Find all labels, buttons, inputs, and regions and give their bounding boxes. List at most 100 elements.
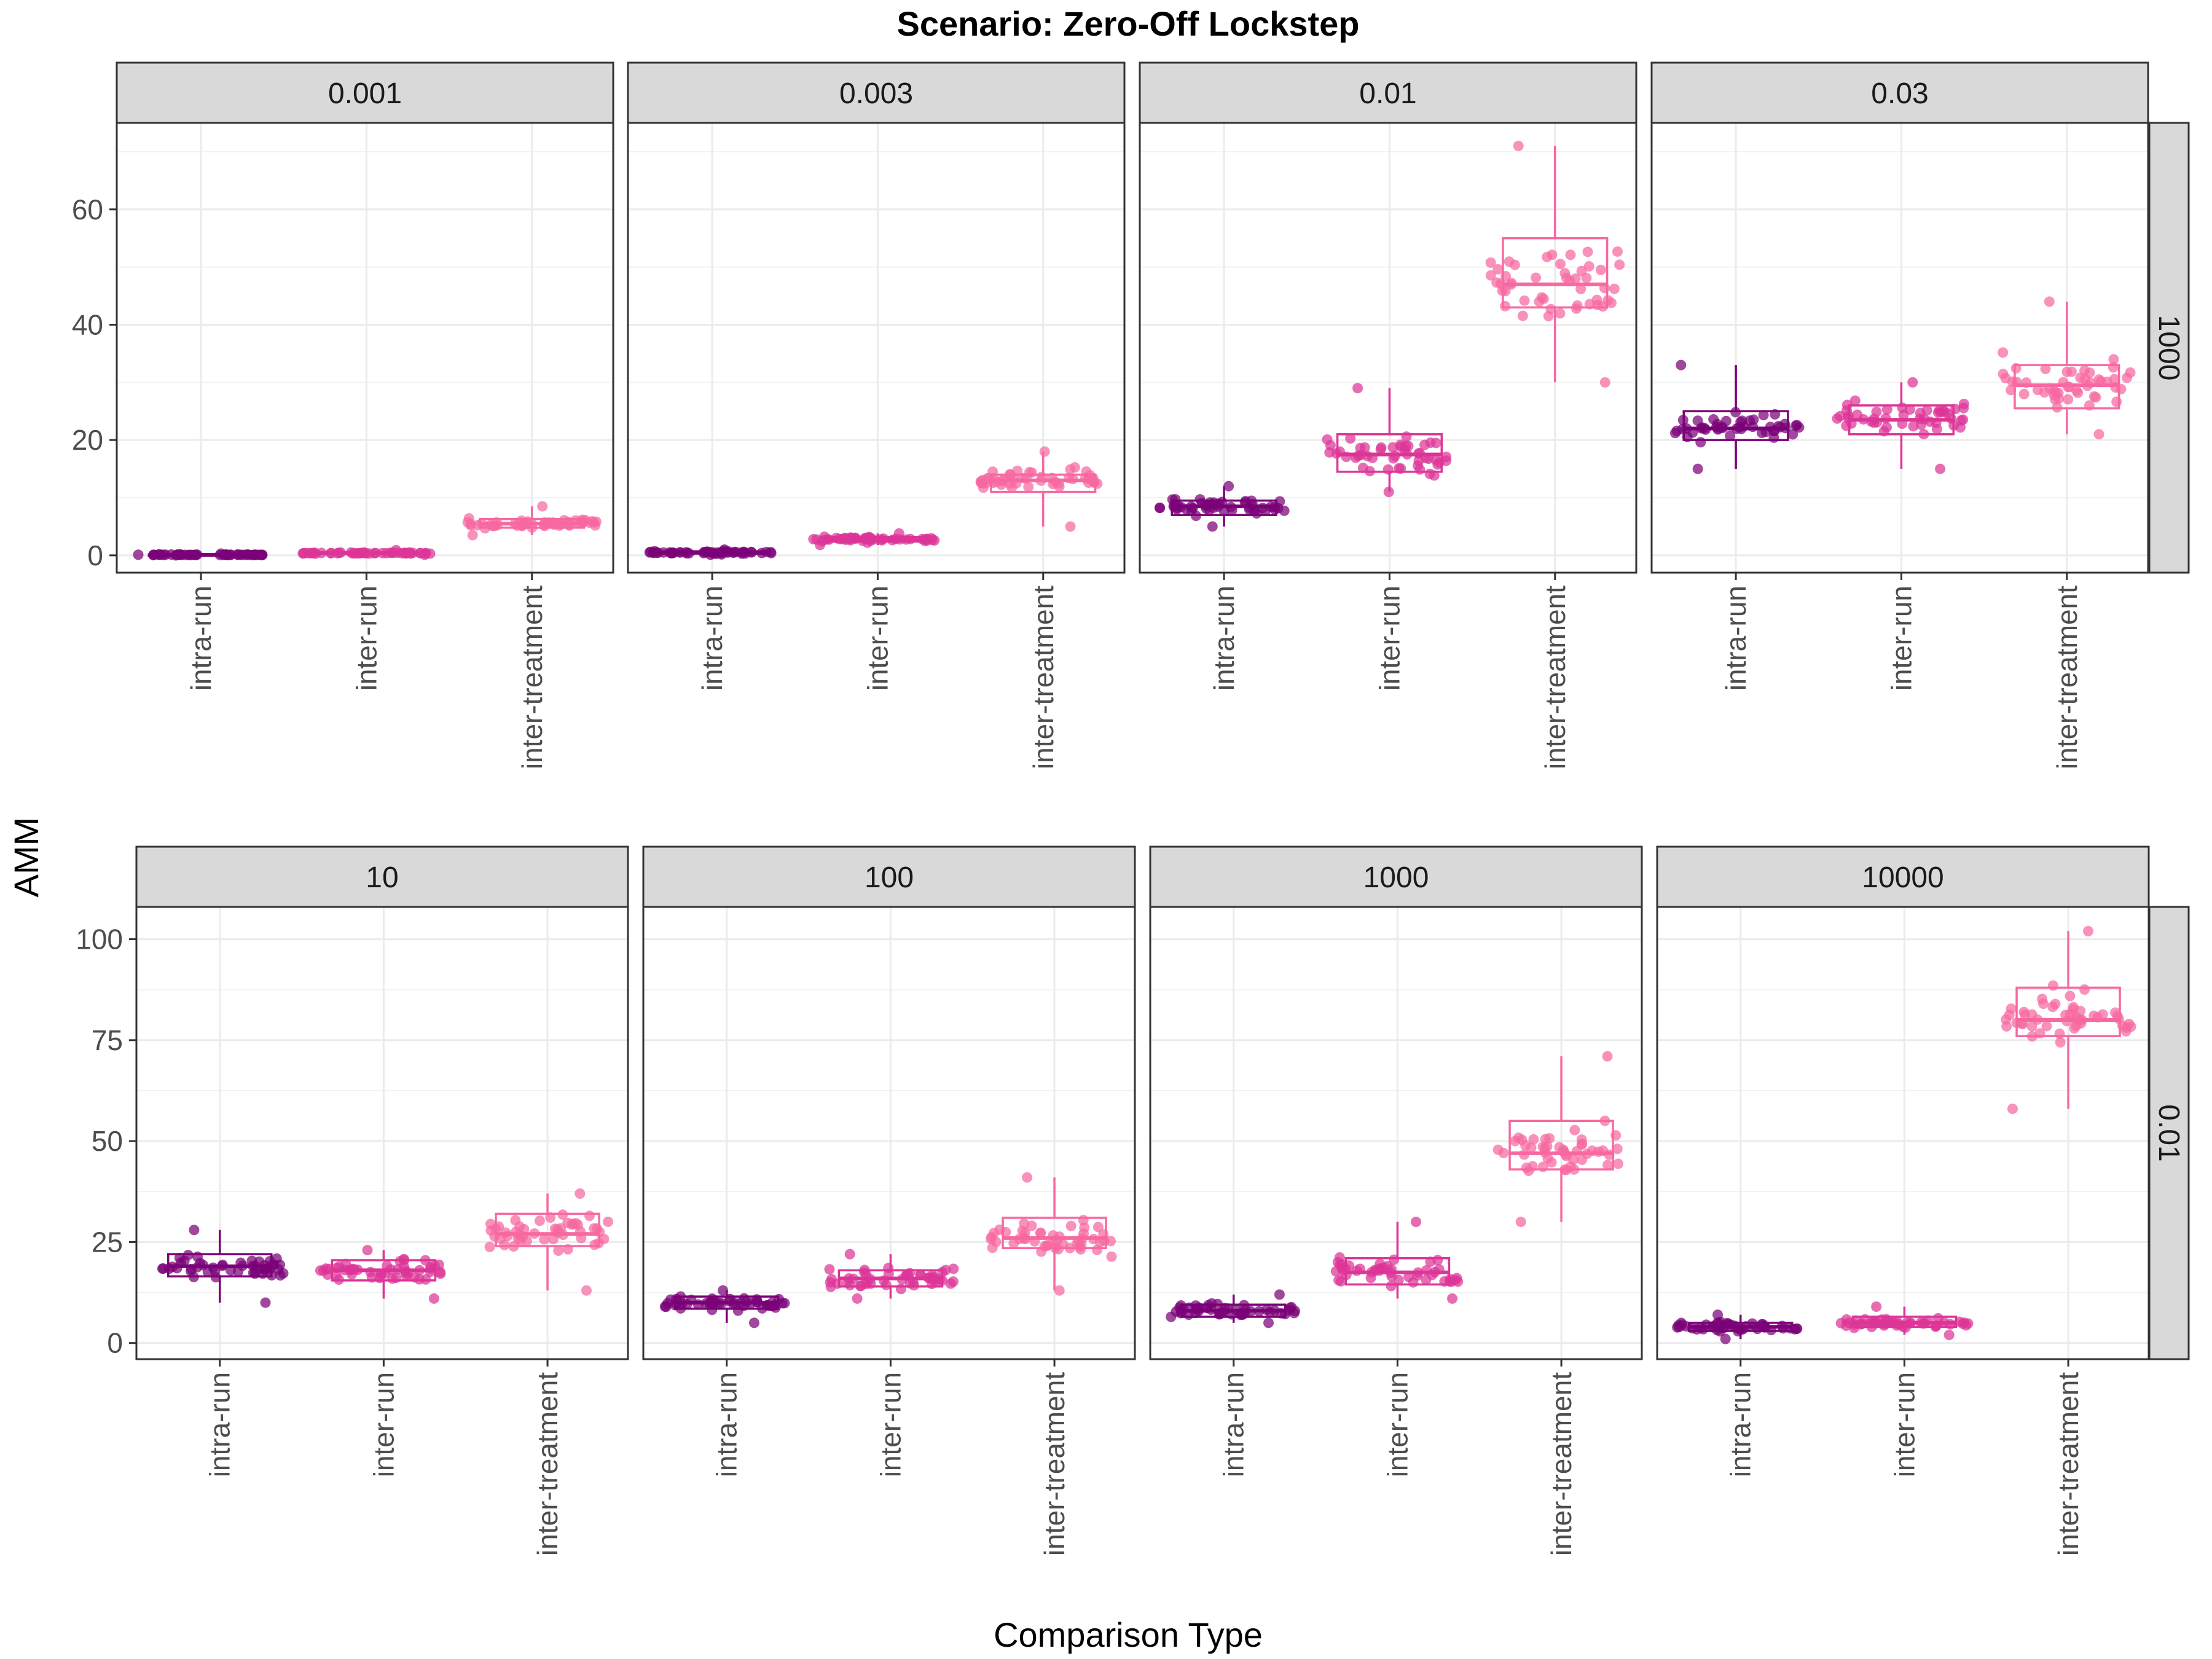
box-inter-treatment: [462, 501, 602, 541]
x-tick-label: inter-run: [350, 586, 382, 691]
data-point: [2018, 388, 2030, 399]
data-point: [1570, 273, 1581, 284]
data-point: [852, 1293, 863, 1304]
data-point: [1559, 1164, 1571, 1175]
data-point: [1849, 1322, 1860, 1333]
data-point: [1383, 487, 1394, 498]
data-point: [1401, 431, 1412, 442]
data-point: [149, 549, 160, 560]
box-intra-run: [1154, 480, 1290, 532]
data-point: [1421, 1265, 1432, 1276]
x-tick-label: inter-treatment: [531, 1372, 563, 1556]
data-point: [2108, 362, 2119, 373]
data-point: [1599, 1115, 1610, 1126]
data-point: [1362, 450, 1373, 461]
data-point: [484, 1241, 495, 1252]
data-point: [1955, 422, 1966, 433]
data-point: [2018, 1006, 2030, 1018]
data-point: [1000, 1226, 1011, 1237]
data-point: [1400, 441, 1411, 452]
data-point: [1210, 499, 1221, 510]
box-intra-run: [1166, 1289, 1300, 1328]
data-point: [2082, 925, 2093, 936]
data-point: [1330, 1266, 1341, 1277]
data-point: [1035, 475, 1046, 486]
data-point: [1500, 300, 1511, 312]
data-point: [1692, 463, 1703, 474]
data-point: [904, 1268, 916, 1279]
data-point: [1098, 1229, 1109, 1240]
data-point: [1006, 482, 1018, 493]
data-point: [1736, 415, 1747, 426]
data-point: [1897, 418, 1908, 429]
y-tick-label: 75: [92, 1024, 123, 1056]
data-point: [648, 547, 659, 559]
row-strip: 1000: [2148, 122, 2190, 574]
data-point: [1931, 423, 1942, 434]
data-point: [1871, 1301, 1882, 1312]
data-point: [699, 546, 710, 557]
data-point: [420, 548, 431, 559]
data-point: [1849, 395, 1861, 406]
data-point: [1958, 399, 1969, 410]
data-point: [1513, 141, 1524, 152]
data-point: [1731, 423, 1742, 434]
data-point: [1725, 430, 1736, 441]
box-inter-run: [808, 528, 940, 551]
chart-title: Scenario: Zero-Off Lockstep: [896, 4, 1359, 43]
data-point: [2110, 382, 2121, 393]
data-point: [1201, 503, 1212, 514]
facet-panel: 0.003 intra-run inter-run inter-treatment: [627, 61, 1126, 769]
box-inter-treatment: [484, 1188, 614, 1296]
x-tick-label: inter-treatment: [516, 586, 548, 769]
data-point: [246, 1255, 257, 1266]
x-tick-label: intra-run: [1720, 586, 1752, 691]
data-point: [671, 1298, 682, 1309]
data-point: [584, 1210, 595, 1222]
data-point: [1333, 1274, 1344, 1285]
data-point: [476, 518, 487, 529]
data-point: [2112, 1010, 2123, 1021]
data-point: [2061, 366, 2073, 377]
data-point: [401, 548, 412, 559]
data-point: [915, 1269, 926, 1280]
data-point: [1571, 1146, 1582, 1157]
data-point: [1676, 359, 1687, 371]
data-point: [1758, 410, 1769, 421]
data-point: [1167, 494, 1178, 505]
data-point: [1274, 1289, 1285, 1300]
data-point: [297, 548, 308, 559]
data-point: [1414, 464, 1426, 475]
box-intra-run: [659, 1285, 790, 1328]
x-tick-label: inter-treatment: [1027, 586, 1059, 769]
box-inter-treatment: [1998, 296, 2136, 440]
data-point: [1543, 311, 1554, 322]
data-point: [1950, 404, 1961, 415]
y-tick-label: 0: [107, 1327, 123, 1359]
data-point: [1593, 1146, 1604, 1157]
panels-layer: 0 20 40 60 0.001 intra-run inter-run inter-trea…: [72, 61, 2190, 1556]
data-point: [529, 1228, 540, 1239]
data-point: [732, 1305, 743, 1316]
data-point: [1905, 1317, 1916, 1328]
data-point: [1207, 521, 1218, 532]
data-point: [1429, 470, 1440, 481]
data-point: [2093, 429, 2104, 440]
facet-strip: [1149, 845, 1643, 908]
data-point: [1775, 422, 1786, 433]
data-point: [1516, 1134, 1528, 1145]
data-point: [861, 1269, 872, 1280]
x-tick-label: inter-run: [1373, 586, 1405, 691]
data-point: [1602, 1159, 1614, 1171]
data-point: [1186, 501, 1197, 512]
data-point: [1537, 1161, 1548, 1172]
data-point: [359, 547, 371, 559]
data-point: [347, 548, 358, 559]
data-point: [1088, 473, 1099, 484]
data-point: [1419, 439, 1430, 450]
data-point: [273, 1264, 284, 1275]
data-point: [748, 1317, 759, 1328]
data-point: [1881, 404, 1892, 415]
box-intra-run: [157, 1225, 289, 1308]
data-point: [1677, 423, 1688, 434]
